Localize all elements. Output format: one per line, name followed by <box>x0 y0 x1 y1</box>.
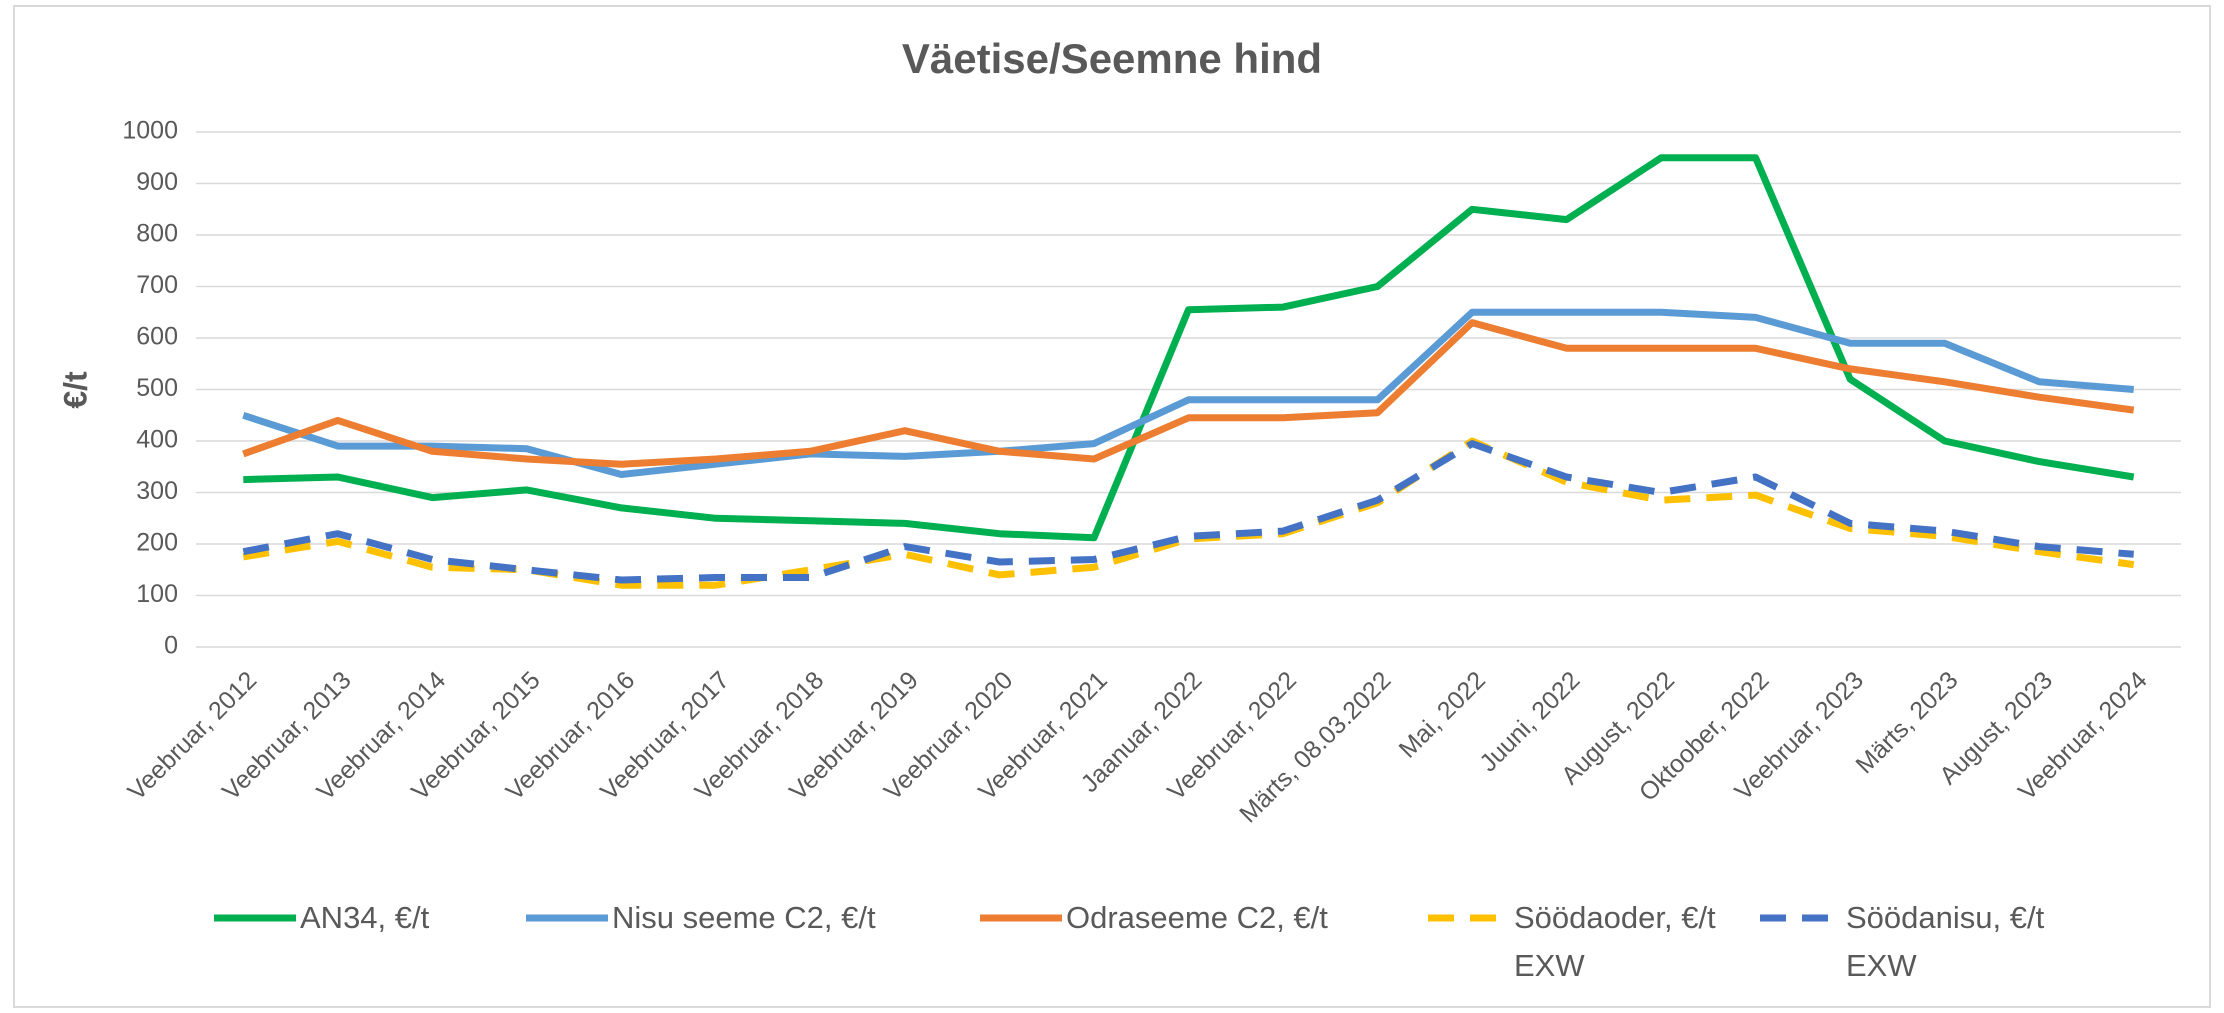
legend-item: AN34, €/t <box>210 894 429 942</box>
series-line <box>243 154 2135 542</box>
legend-swatch <box>1424 894 1514 922</box>
legend-swatch <box>210 894 300 922</box>
chart-border <box>13 5 2211 1008</box>
y-tick-label: 200 <box>136 529 178 557</box>
legend-item: Söödaoder, €/t EXW <box>1424 894 1724 990</box>
legend-swatch <box>522 894 612 922</box>
y-tick-label: 0 <box>164 632 178 660</box>
y-tick-label: 1000 <box>122 117 178 145</box>
legend-label: Odraseeme C2, €/t <box>1066 900 1328 935</box>
y-tick-label: 900 <box>136 168 178 196</box>
legend-label: Söödaoder, €/t EXW <box>1514 900 1716 983</box>
y-tick-label: 300 <box>136 477 178 505</box>
legend-label: AN34, €/t <box>300 900 430 935</box>
y-tick-label: 600 <box>136 323 178 351</box>
chart-title: Väetise/Seemne hind <box>902 35 1322 82</box>
legend-item: Odraseeme C2, €/t <box>976 894 1328 942</box>
legend-item: Söödanisu, €/t EXW <box>1756 894 2056 990</box>
y-axis-label: €/t <box>57 371 93 409</box>
legend-item: Nisu seeme C2, €/t <box>522 894 876 942</box>
legend-label: Nisu seeme C2, €/t <box>612 900 876 935</box>
legend-swatch <box>1756 894 1846 922</box>
legend-swatch <box>976 894 1066 922</box>
legend-label: Söödanisu, €/t EXW <box>1846 900 2045 983</box>
y-tick-label: 700 <box>136 271 178 299</box>
y-tick-label: 100 <box>136 580 178 608</box>
y-tick-label: 800 <box>136 220 178 248</box>
y-tick-label: 400 <box>136 426 178 454</box>
y-tick-label: 500 <box>136 374 178 402</box>
series-line <box>242 319 2135 468</box>
